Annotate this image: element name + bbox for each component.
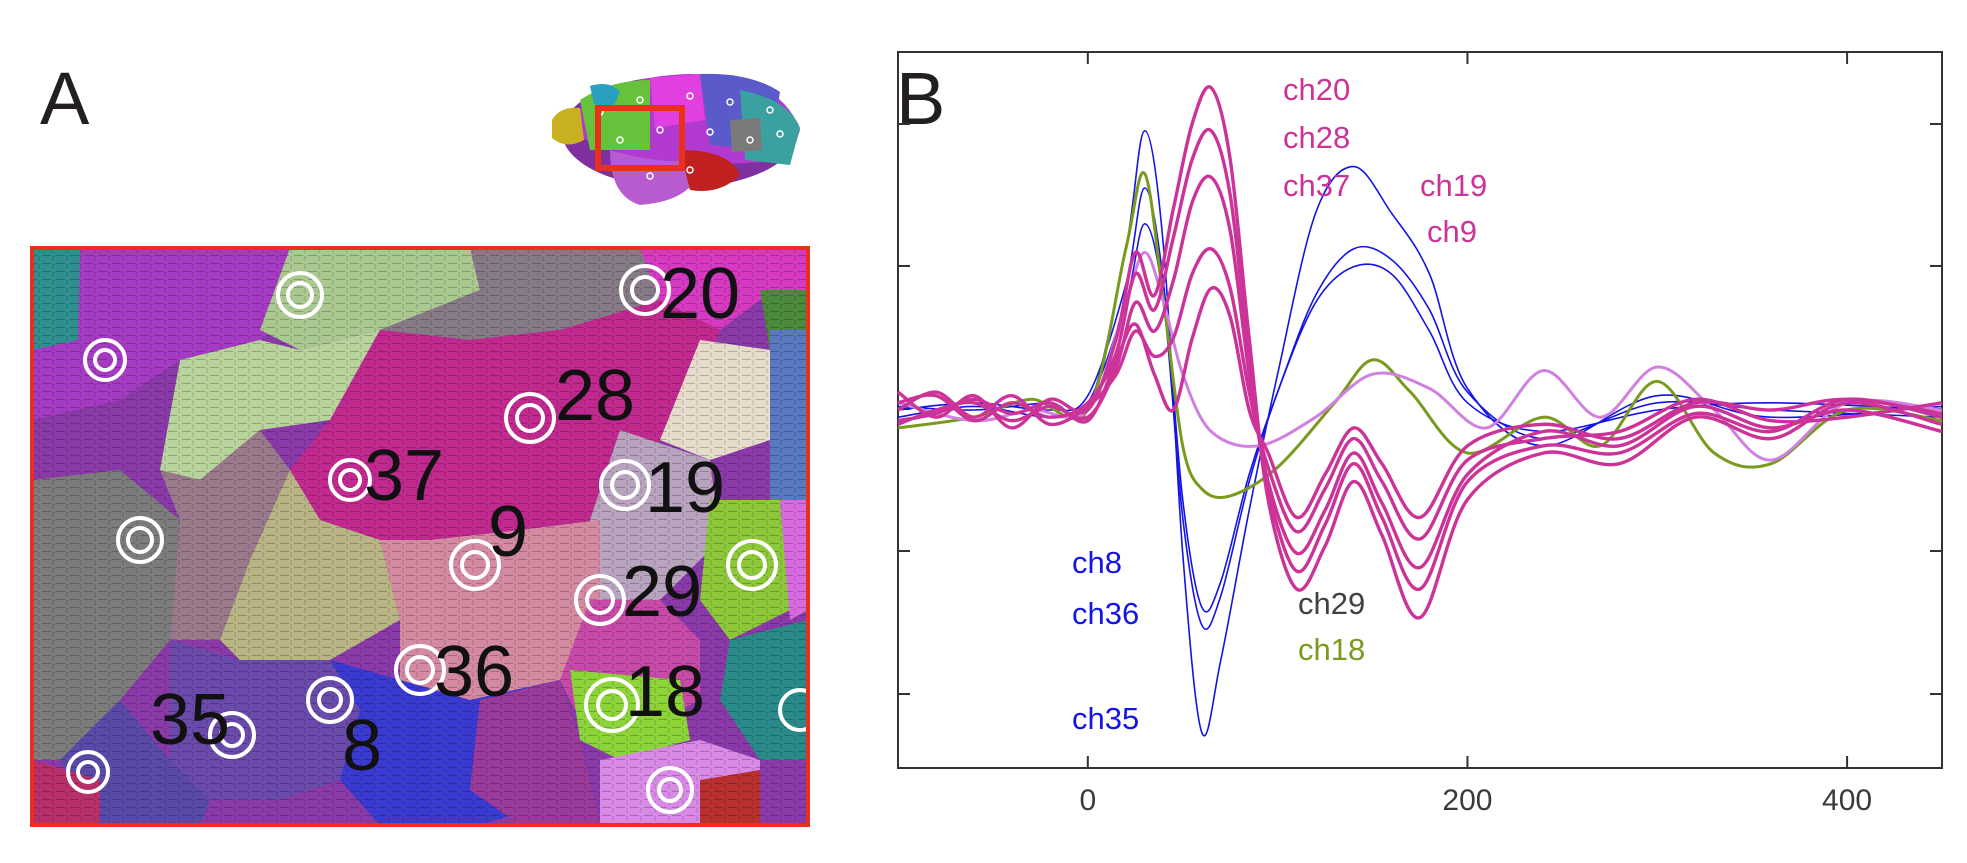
inset-marker bbox=[595, 105, 685, 171]
region-label: 19 bbox=[645, 448, 725, 528]
channel-label-ch28: ch28 bbox=[1283, 120, 1350, 155]
region-label: 18 bbox=[625, 652, 705, 732]
trace-ch37 bbox=[897, 174, 1943, 570]
trace-ch9 bbox=[897, 286, 1943, 520]
channel-label-ch8: ch8 bbox=[1072, 545, 1122, 580]
region-label: 36 bbox=[434, 632, 514, 712]
x-tick-label: 200 bbox=[1442, 784, 1492, 817]
channel-label-ch18: ch18 bbox=[1298, 632, 1365, 667]
channel-label-ch29: ch29 bbox=[1298, 586, 1365, 621]
brain-map-frame bbox=[30, 246, 810, 827]
x-tick-label: 0 bbox=[1079, 784, 1096, 817]
region-label: 35 bbox=[150, 680, 230, 760]
channel-label-ch36: ch36 bbox=[1072, 596, 1139, 631]
panel-b-letter: B bbox=[896, 57, 945, 140]
channel-label-ch37: ch37 bbox=[1283, 168, 1350, 203]
trace-ch18 bbox=[897, 171, 1943, 499]
region-label: 29 bbox=[622, 552, 702, 632]
trace-ch19 bbox=[897, 246, 1943, 541]
channel-label-ch9: ch9 bbox=[1427, 214, 1477, 249]
region-label: 28 bbox=[555, 356, 635, 436]
channel-label-ch20: ch20 bbox=[1283, 72, 1350, 107]
panel-a-letter: A bbox=[40, 57, 90, 140]
x-axis: 0 200 400 bbox=[1079, 52, 1872, 817]
x-tick-label: 400 bbox=[1822, 784, 1872, 817]
trace-group bbox=[896, 85, 1943, 737]
region-label: 8 bbox=[342, 706, 382, 786]
channel-labels: ch20 ch28 ch37 ch19 ch9 ch8 ch36 ch35 ch… bbox=[1072, 72, 1487, 736]
channel-label-ch35: ch35 bbox=[1072, 701, 1139, 736]
region-label: 9 bbox=[488, 492, 528, 572]
region-label: 20 bbox=[660, 254, 740, 334]
region-label: 37 bbox=[364, 436, 444, 516]
brain-overview bbox=[552, 73, 800, 205]
channel-label-ch19: ch19 bbox=[1420, 168, 1487, 203]
brain-map: 20 28 37 19 9 29 36 18 35 8 bbox=[32, 248, 808, 825]
